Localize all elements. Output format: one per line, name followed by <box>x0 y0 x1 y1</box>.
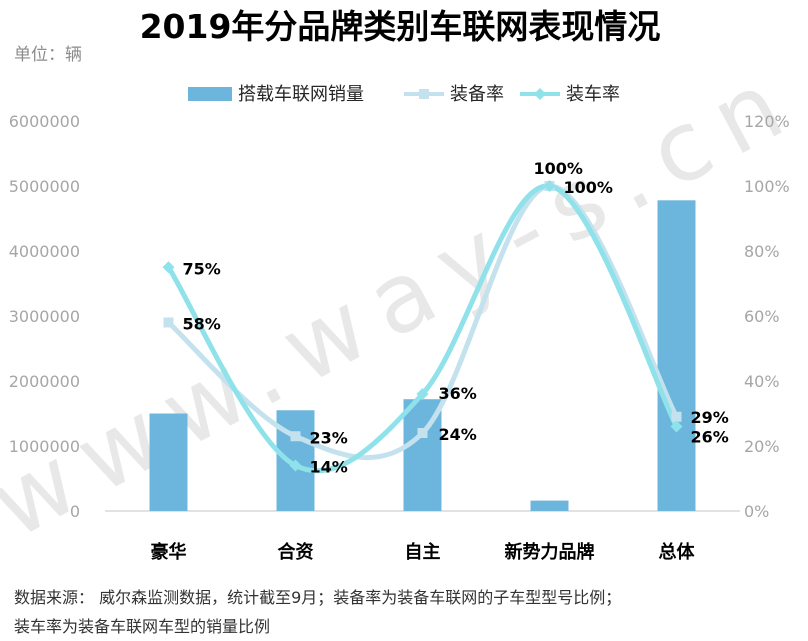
left-tick-label: 1000000 <box>9 437 80 456</box>
left-tick-label: 5000000 <box>9 177 80 196</box>
footnote-line-1: 数据来源： 威尔森监测数据，统计截至9月；装备率为装备车联网的子车型型号比例； <box>14 588 621 607</box>
category-labels: 豪华 合资 自主 新势力品牌 总体 <box>151 541 696 563</box>
install-rate-label: 100% <box>534 159 583 178</box>
line-series <box>162 180 683 474</box>
footnote-line-2: 装车率为装备车联网车型的销量比例 <box>14 617 270 636</box>
install-rate-marker <box>670 420 683 433</box>
legend-label: 装车率 <box>566 84 620 105</box>
left-tick-label: 3000000 <box>9 307 80 326</box>
install-rate-marker <box>543 180 556 192</box>
right-tick-label: 100% <box>744 177 790 196</box>
right-tick-label: 60% <box>744 307 780 326</box>
left-axis: 0 1000000 2000000 3000000 4000000 5000000 6000… <box>9 112 80 521</box>
right-tick-label: 40% <box>744 372 780 391</box>
equip-rate-line <box>166 183 679 461</box>
equip-rate-label: 58% <box>183 315 221 334</box>
bar <box>530 500 569 511</box>
bar-series <box>149 200 696 512</box>
install-rate-label: 36% <box>439 384 477 403</box>
install-rate-line <box>166 183 679 474</box>
right-tick-label: 80% <box>744 242 780 261</box>
install-rate-marker <box>416 388 429 400</box>
left-tick-label: 6000000 <box>9 112 80 131</box>
legend-label: 装备率 <box>450 84 504 105</box>
equip-rate-marker <box>163 317 174 328</box>
chart-title: 2019年分品牌类别车联网表现情况 <box>140 7 661 46</box>
category-label: 豪华 <box>151 541 187 563</box>
right-tick-label: 20% <box>744 437 780 456</box>
right-axis: 0% 20% 40% 60% 80% 100% 120% <box>744 112 790 521</box>
install-rate-label: 14% <box>310 458 348 477</box>
category-label: 总体 <box>659 541 696 563</box>
category-label: 自主 <box>405 541 441 563</box>
equip-rate-marker <box>671 411 682 422</box>
right-tick-label: 0% <box>744 502 769 521</box>
equip-rate-label: 100% <box>564 178 613 197</box>
equip-rate-label: 23% <box>310 428 348 447</box>
install-rate-label: 75% <box>183 259 221 278</box>
left-tick-label: 2000000 <box>9 372 80 391</box>
install-rate-marker <box>162 261 175 274</box>
legend-swatch-bar <box>188 87 232 101</box>
bar <box>149 413 188 511</box>
category-label: 合资 <box>278 541 314 563</box>
right-tick-label: 120% <box>744 112 790 131</box>
equip-rate-marker <box>417 428 428 438</box>
left-tick-label: 0 <box>70 502 80 521</box>
install-rate-label: 26% <box>691 428 729 447</box>
legend-label: 搭载车联网销量 <box>238 84 364 105</box>
install-rate-marker <box>289 459 302 472</box>
left-tick-label: 4000000 <box>9 242 80 261</box>
data-labels: 58% 23% 24% 100% 29% 75% 14% 36% 100% 26% <box>183 159 729 477</box>
unit-label: 单位：辆 <box>14 45 82 65</box>
equip-rate-label: 29% <box>691 408 729 427</box>
equip-rate-marker <box>290 431 301 442</box>
legend-swatch-marker <box>419 89 429 99</box>
category-label: 新势力品牌 <box>505 541 595 563</box>
bar <box>657 200 696 512</box>
legend: 搭载车联网销量 装备率 装车率 <box>188 84 620 105</box>
equip-rate-label: 24% <box>439 425 477 444</box>
legend-swatch-marker <box>534 88 546 100</box>
